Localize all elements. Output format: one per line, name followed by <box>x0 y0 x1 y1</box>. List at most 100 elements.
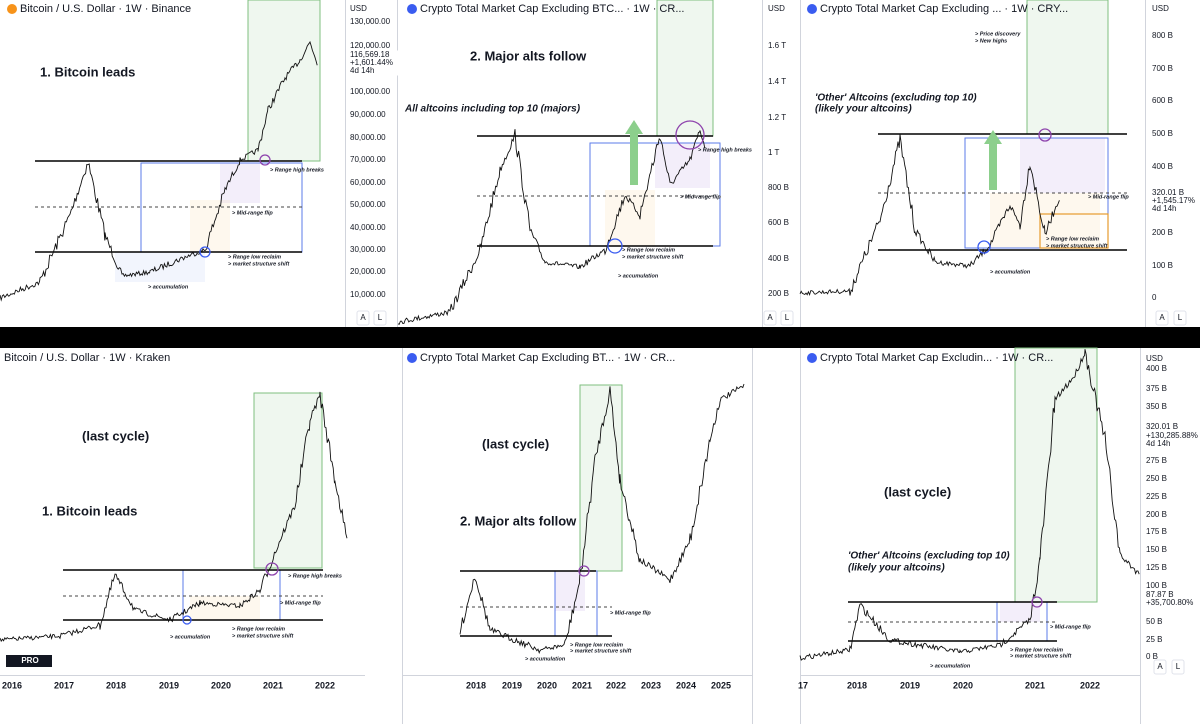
price-label: 200 B <box>1152 228 1173 237</box>
annotation: 2. Major alts follow <box>460 513 577 528</box>
price-label: 1.6 T <box>768 41 786 50</box>
marker-circle <box>607 238 623 254</box>
divider-band <box>0 327 1200 348</box>
symbol-icon <box>407 4 417 14</box>
breakout-zone <box>656 0 714 137</box>
price-label: 375 B <box>1146 384 1167 393</box>
annotation: > Mid-range flip <box>610 610 651 616</box>
price-tag <box>1143 422 1195 432</box>
reclaim-box <box>1039 213 1109 249</box>
price-line <box>397 129 706 325</box>
annotation: (last cycle) <box>884 484 951 499</box>
panel-borders <box>0 0 1146 724</box>
price-label: 125 B <box>1146 563 1167 572</box>
price-label: 30,000.00 <box>350 245 386 254</box>
price-label: 320.01 B <box>1146 422 1178 431</box>
annotation: > Mid-range flip <box>1088 194 1129 200</box>
price-label: 4d 14h <box>1152 204 1176 213</box>
time-label: 2023 <box>641 680 661 690</box>
breakout-zone <box>1026 0 1109 135</box>
price-label: USD <box>1152 4 1169 13</box>
annotation: (last cycle) <box>82 428 149 443</box>
axis-button-label: A <box>1159 313 1165 322</box>
marker-circle <box>182 615 192 625</box>
price-label: 800 B <box>1152 31 1173 40</box>
price-tag <box>1149 204 1200 214</box>
symbol-icon <box>407 353 417 363</box>
price-label: 500 B <box>1152 129 1173 138</box>
zone-fill <box>655 143 710 188</box>
time-label: 2017 <box>54 680 74 690</box>
price-label: 250 B <box>1146 474 1167 483</box>
panel-title: Bitcoin / U.S. Dollar · 1W · Binance <box>20 3 191 15</box>
annotation: (likely your altcoins) <box>848 563 945 574</box>
annotation: > Range low reclaim <box>1046 236 1099 242</box>
annotation: 1. Bitcoin leads <box>40 64 135 79</box>
price-tag <box>1143 439 1195 449</box>
annotation: 'Other' Altcoins (excluding top 10) <box>848 551 1010 562</box>
annotation: All altcoins including top 10 (majors) <box>404 104 581 115</box>
annotation: > market structure shift <box>1046 243 1108 249</box>
axis-button[interactable] <box>763 310 777 326</box>
axis-button[interactable] <box>373 310 387 326</box>
price-label: 100 B <box>1152 261 1173 270</box>
price-tag <box>1149 188 1200 198</box>
price-line <box>799 349 1140 661</box>
price-label: 130,000.00 <box>350 17 391 26</box>
annotation: > Range high breaks <box>698 147 752 153</box>
annotation: > accumulation <box>170 634 211 640</box>
axis-button[interactable] <box>1153 659 1167 675</box>
symbol-icon <box>7 4 17 14</box>
panel: Bitcoin / U.S. Dollar · 1W · Kraken (last… <box>0 352 348 690</box>
axis-button[interactable] <box>1173 310 1187 326</box>
marker-circle <box>977 240 991 254</box>
price-line <box>0 391 348 643</box>
price-label: 225 B <box>1146 492 1167 501</box>
annotation: > market structure shift <box>1010 653 1072 659</box>
axis-button-label: L <box>378 313 383 322</box>
price-label: USD <box>1146 354 1163 363</box>
time-label: 2019 <box>900 680 920 690</box>
time-label: 2020 <box>953 680 973 690</box>
price-label: 20,000.00 <box>350 267 386 276</box>
annotation: > Range low reclaim <box>1010 647 1063 653</box>
axis-button[interactable] <box>1155 310 1169 326</box>
panel-title: Crypto Total Market Cap Excludin... · 1W… <box>820 352 1053 364</box>
price-label: 1.2 T <box>768 113 786 122</box>
panel: Crypto Total Market Cap Excluding BTC...… <box>397 0 794 326</box>
annotation: > Range low reclaim <box>570 642 623 648</box>
annotation: > accumulation <box>148 284 189 290</box>
time-label: 17 <box>798 680 808 690</box>
time-label: 2022 <box>606 680 626 690</box>
zone-fill <box>555 571 585 611</box>
panel-title: Bitcoin / U.S. Dollar · 1W · Kraken <box>4 352 170 364</box>
price-label: +130,285.88% <box>1146 431 1198 440</box>
price-label: USD <box>350 4 367 13</box>
price-label: 400 B <box>1146 364 1167 373</box>
axis-button[interactable] <box>1171 659 1185 675</box>
price-label: 25 B <box>1146 635 1162 644</box>
time-label: 2022 <box>1080 680 1100 690</box>
price-label: 50,000.00 <box>350 200 386 209</box>
time-label: 2021 <box>263 680 283 690</box>
panel-title: Crypto Total Market Cap Excluding BT... … <box>420 352 675 364</box>
annotation: > accumulation <box>930 663 971 669</box>
symbol-icon <box>807 4 817 14</box>
price-label: 200 B <box>768 289 789 298</box>
up-arrow <box>984 130 1002 190</box>
price-line <box>0 40 318 302</box>
logo: PRO <box>21 656 38 665</box>
price-label: 800 B <box>768 183 789 192</box>
annotation: > Range low reclaim <box>622 247 675 253</box>
price-label: 175 B <box>1146 527 1167 536</box>
price-label: 150 B <box>1146 545 1167 554</box>
time-label: 2024 <box>676 680 696 690</box>
price-label: 275 B <box>1146 456 1167 465</box>
annotation: > accumulation <box>525 656 566 662</box>
annotation: > New highs <box>975 38 1007 44</box>
breakout-zone <box>253 392 323 569</box>
axis-button[interactable] <box>780 310 794 326</box>
axis-button-label: L <box>785 313 790 322</box>
axis-button[interactable] <box>356 310 370 326</box>
